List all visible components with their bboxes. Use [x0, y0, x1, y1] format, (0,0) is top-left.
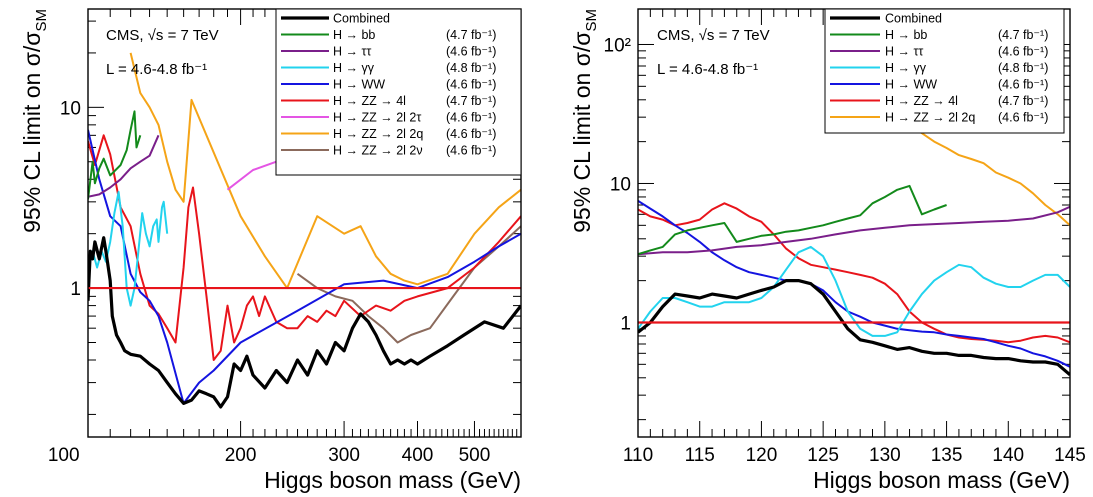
x-tick-label: 300 — [328, 445, 360, 466]
x-tick-label: 145 — [1054, 445, 1086, 466]
x-tick-label: 110 — [623, 445, 653, 466]
legend-luminosity: (4.6 fb⁻¹) — [446, 111, 496, 125]
y-tick-label: 1 — [620, 313, 631, 334]
luminosity-label: L = 4.6-4.8 fb⁻¹ — [657, 61, 758, 78]
legend-luminosity: (4.7 fb⁻¹) — [998, 94, 1048, 108]
series-line-h-to — [88, 191, 169, 307]
legend-luminosity: (4.6 fb⁻¹) — [446, 144, 496, 158]
legend-label: H → bb — [333, 28, 375, 42]
legend-luminosity: (4.6 fb⁻¹) — [998, 111, 1048, 125]
legend-label: H → ZZ → 2l 2q — [333, 127, 423, 141]
y-axis-title: 95% CL limit on σ/σSM — [569, 9, 600, 233]
legend-label: H → ZZ → 2l 2ν — [333, 144, 423, 158]
series-line-h-to — [638, 245, 1070, 337]
legend-label: H → WW — [885, 78, 937, 92]
y-tick-label: 10 — [610, 174, 631, 195]
series-line-h-to-zz-to-4l — [638, 202, 1070, 344]
experiment-label: CMS, √s = 7 TeV — [657, 27, 770, 44]
legend-label: H → γγ — [333, 61, 375, 75]
x-tick-label: 140 — [992, 445, 1024, 466]
legend-label: H → γγ — [885, 61, 927, 75]
legend-label: H → ZZ → 4l — [333, 94, 406, 108]
legend-luminosity: (4.8 fb⁻¹) — [446, 61, 496, 75]
x-axis-title: Higgs boson mass (GeV) — [813, 467, 1070, 493]
legend-label: H → ττ — [885, 45, 923, 59]
chart-panel-1: 100 200 300 400 500 1 10 Higgs boson mass (GeV)… — [19, 8, 522, 493]
legend-luminosity: (4.6 fb⁻¹) — [998, 45, 1048, 59]
x-tick-label: 125 — [807, 445, 839, 466]
series-line-h-to-zz-to-2l-2 — [296, 225, 521, 344]
legend-box — [824, 8, 1065, 134]
y-tick-label: 10 — [60, 98, 81, 119]
x-tick-label: 500 — [459, 445, 491, 466]
legend-luminosity: (4.6 fb⁻¹) — [446, 45, 496, 59]
x-tick-label: 130 — [869, 445, 901, 466]
legend-luminosity: (4.8 fb⁻¹) — [998, 61, 1048, 75]
series-line-h-to — [638, 205, 1070, 256]
series-line-h-to-zz-to-2l-2q — [129, 52, 521, 290]
legend-luminosity: (4.7 fb⁻¹) — [446, 28, 496, 42]
luminosity-label: L = 4.6-4.8 fb⁻¹ — [106, 61, 207, 78]
legend-label: Combined — [333, 12, 390, 26]
legend-label: Combined — [885, 12, 942, 26]
series-line-h-to-bb — [88, 110, 142, 200]
legend-box — [275, 8, 522, 176]
legend-luminosity: (4.7 fb⁻¹) — [446, 94, 496, 108]
x-tick-label: 100 — [48, 445, 80, 466]
series-line-h-to-bb — [638, 184, 947, 256]
x-tick-label: 120 — [746, 445, 778, 466]
legend-luminosity: (4.6 fb⁻¹) — [446, 127, 496, 141]
y-tick-label: 10² — [604, 35, 631, 56]
series-line-h-to — [88, 134, 160, 198]
x-tick-label: 115 — [685, 445, 715, 466]
y-axis-title: 95% CL limit on σ/σSM — [19, 9, 50, 233]
legend-label: H → ZZ → 4l — [885, 94, 958, 108]
series-layer — [638, 107, 1070, 377]
legend-label: H → WW — [333, 78, 385, 92]
legend: Combined H → bb (4.7 fb⁻¹) H → ττ (4.6 fb⁻¹)… — [824, 8, 1065, 134]
legend-label: H → ZZ → 2l 2τ — [333, 111, 421, 125]
legend-luminosity: (4.6 fb⁻¹) — [998, 78, 1048, 92]
series-line-combined — [638, 279, 1070, 377]
legend-label: H → bb — [885, 28, 927, 42]
experiment-label: CMS, √s = 7 TeV — [106, 27, 219, 44]
x-tick-label: 135 — [931, 445, 963, 466]
legend-label: H → ZZ → 2l 2q — [885, 111, 975, 125]
y-tick-label: 1 — [70, 279, 81, 300]
x-tick-label: 200 — [225, 445, 257, 466]
x-axis-title: Higgs boson mass (GeV) — [264, 467, 521, 493]
x-tick-label: 400 — [402, 445, 434, 466]
legend-label: H → ττ — [333, 45, 371, 59]
legend: Combined H → bb (4.7 fb⁻¹) H → ττ (4.6 fb⁻¹)… — [275, 8, 522, 176]
legend-luminosity: (4.7 fb⁻¹) — [998, 28, 1048, 42]
series-line-combined — [88, 236, 521, 409]
legend-luminosity: (4.6 fb⁻¹) — [446, 78, 496, 92]
